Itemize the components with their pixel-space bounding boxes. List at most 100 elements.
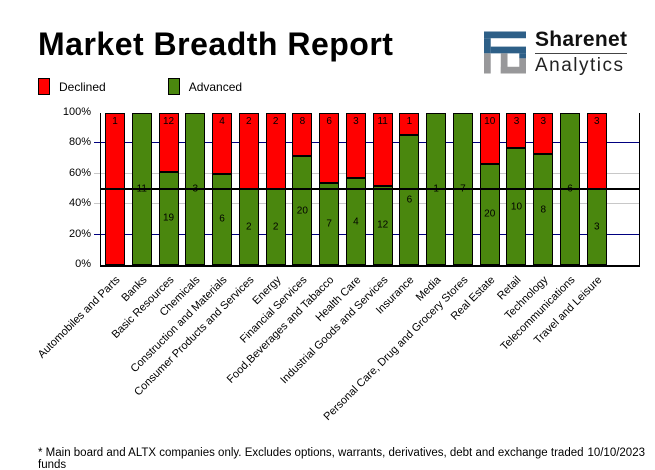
declined-segment: 3: [345, 113, 366, 179]
advanced-value: 20: [296, 205, 308, 217]
declined-segment: 4: [212, 113, 233, 174]
advanced-value: 7: [326, 218, 332, 230]
x-axis-labels: Automobiles and Parts Banks Basic Resource…: [36, 269, 640, 423]
declined-value: 3: [353, 116, 359, 128]
declined-value: 4: [219, 116, 225, 128]
gridline-80: [101, 142, 639, 144]
declined-value: 3: [540, 116, 547, 128]
logo-subtitle: Analytics: [535, 55, 625, 77]
declined-segment: 2: [265, 113, 286, 189]
declined-swatch: [38, 78, 50, 95]
fifty-percent-line: [101, 188, 639, 190]
advanced-segment: 8: [533, 154, 554, 265]
y-axis-label-100: 100%: [62, 106, 91, 118]
advanced-segment: 20: [292, 156, 313, 265]
bar-retail: 3 10: [506, 113, 527, 265]
bar-basic-resources: 12 19: [158, 113, 179, 265]
y-tick-20: [94, 233, 100, 235]
declined-segment: 3: [506, 113, 527, 149]
chart-legend: Declined Advanced: [38, 78, 242, 95]
declined-segment: 10: [479, 113, 500, 164]
declined-value: 12: [162, 116, 175, 128]
y-axis-label-80: 80%: [68, 136, 91, 149]
advanced-value: 10: [510, 201, 523, 213]
advanced-segment: 6: [399, 134, 420, 265]
advanced-value: 19: [162, 212, 175, 224]
gridline-20: [101, 233, 639, 235]
declined-label: Declined: [59, 79, 106, 94]
advanced-value: 2: [272, 221, 279, 233]
page-title: Market Breadth Report: [38, 26, 394, 62]
advanced-value: 4: [353, 216, 359, 228]
plot-area: 0%20%40%60%80%100%1111219346222282067341…: [63, 106, 640, 270]
declined-value: 11: [377, 116, 388, 128]
advanced-segment: 2: [238, 189, 259, 265]
declined-segment: 12: [158, 113, 179, 172]
advanced-value: 6: [406, 194, 413, 206]
y-axis-label-0: 0%: [75, 258, 91, 270]
footer: * Main board and ALTX companies only. Ex…: [38, 447, 645, 470]
y-tick-80: [94, 142, 100, 144]
advanced-value: 8: [540, 204, 547, 216]
y-axis-label-40: 40%: [68, 197, 91, 210]
advanced-segment: 20: [479, 163, 500, 265]
bar-financial-services: 8 20: [292, 113, 313, 265]
advanced-value: 3: [594, 221, 600, 233]
bars-row: 1111219346222282067341112161710203103863…: [101, 113, 639, 265]
sharenet-logo-icon: [484, 31, 526, 74]
declined-value: 8: [299, 116, 306, 128]
advanced-swatch: [167, 78, 180, 95]
gridline-40: [101, 203, 639, 205]
declined-segment: 1: [399, 113, 420, 135]
advanced-value: 2: [246, 221, 252, 233]
advanced-segment: 2: [265, 189, 286, 265]
y-axis-label-60: 60%: [68, 166, 91, 179]
report-date: 10/10/2023: [587, 447, 645, 459]
advanced-segment: 12: [372, 185, 393, 265]
declined-segment: 2: [238, 113, 259, 189]
logo-name: Sharenet: [535, 28, 628, 55]
y-tick-40: [94, 203, 100, 205]
declined-value: 2: [246, 116, 252, 127]
legend-item-advanced: Advanced: [167, 78, 243, 95]
y-tick-60: [94, 172, 100, 174]
gridline-60: [101, 172, 639, 174]
declined-value: 2: [272, 116, 279, 127]
y-axis-label-20: 20%: [68, 227, 91, 240]
declined-segment: 11: [372, 113, 393, 186]
declined-segment: 3: [533, 113, 554, 155]
declined-segment: 3: [586, 113, 607, 189]
declined-segment: 6: [319, 113, 340, 184]
legend-item-declined: Declined: [38, 78, 106, 95]
advanced-segment: 4: [345, 178, 366, 265]
x-axis-label-automobiles-and-parts: Automobiles and Parts: [35, 274, 123, 361]
declined-segment: 8: [292, 113, 313, 157]
bar-industrial-goods-and-services: 11 12: [372, 113, 393, 265]
advanced-segment: 19: [158, 171, 179, 265]
advanced-segment: 6: [212, 173, 233, 265]
footnote: * Main board and ALTX companies only. Ex…: [38, 447, 584, 470]
advanced-value: 12: [377, 219, 389, 231]
advanced-segment: 7: [319, 183, 340, 265]
advanced-label: Advanced: [188, 79, 243, 94]
declined-value: 10: [484, 116, 496, 128]
advanced-segment: 10: [506, 148, 527, 265]
sharenet-logo: Sharenet Analytics: [484, 28, 628, 78]
declined-value: 3: [594, 116, 600, 127]
advanced-value: 20: [484, 208, 496, 220]
advanced-segment: 3: [586, 189, 607, 265]
sharenet-logo-text: Sharenet Analytics: [535, 28, 628, 78]
declined-value: 3: [513, 116, 520, 128]
declined-value: 1: [112, 116, 118, 127]
declined-value: 6: [326, 116, 332, 128]
declined-value: 1: [406, 116, 413, 128]
advanced-value: 6: [219, 213, 225, 225]
